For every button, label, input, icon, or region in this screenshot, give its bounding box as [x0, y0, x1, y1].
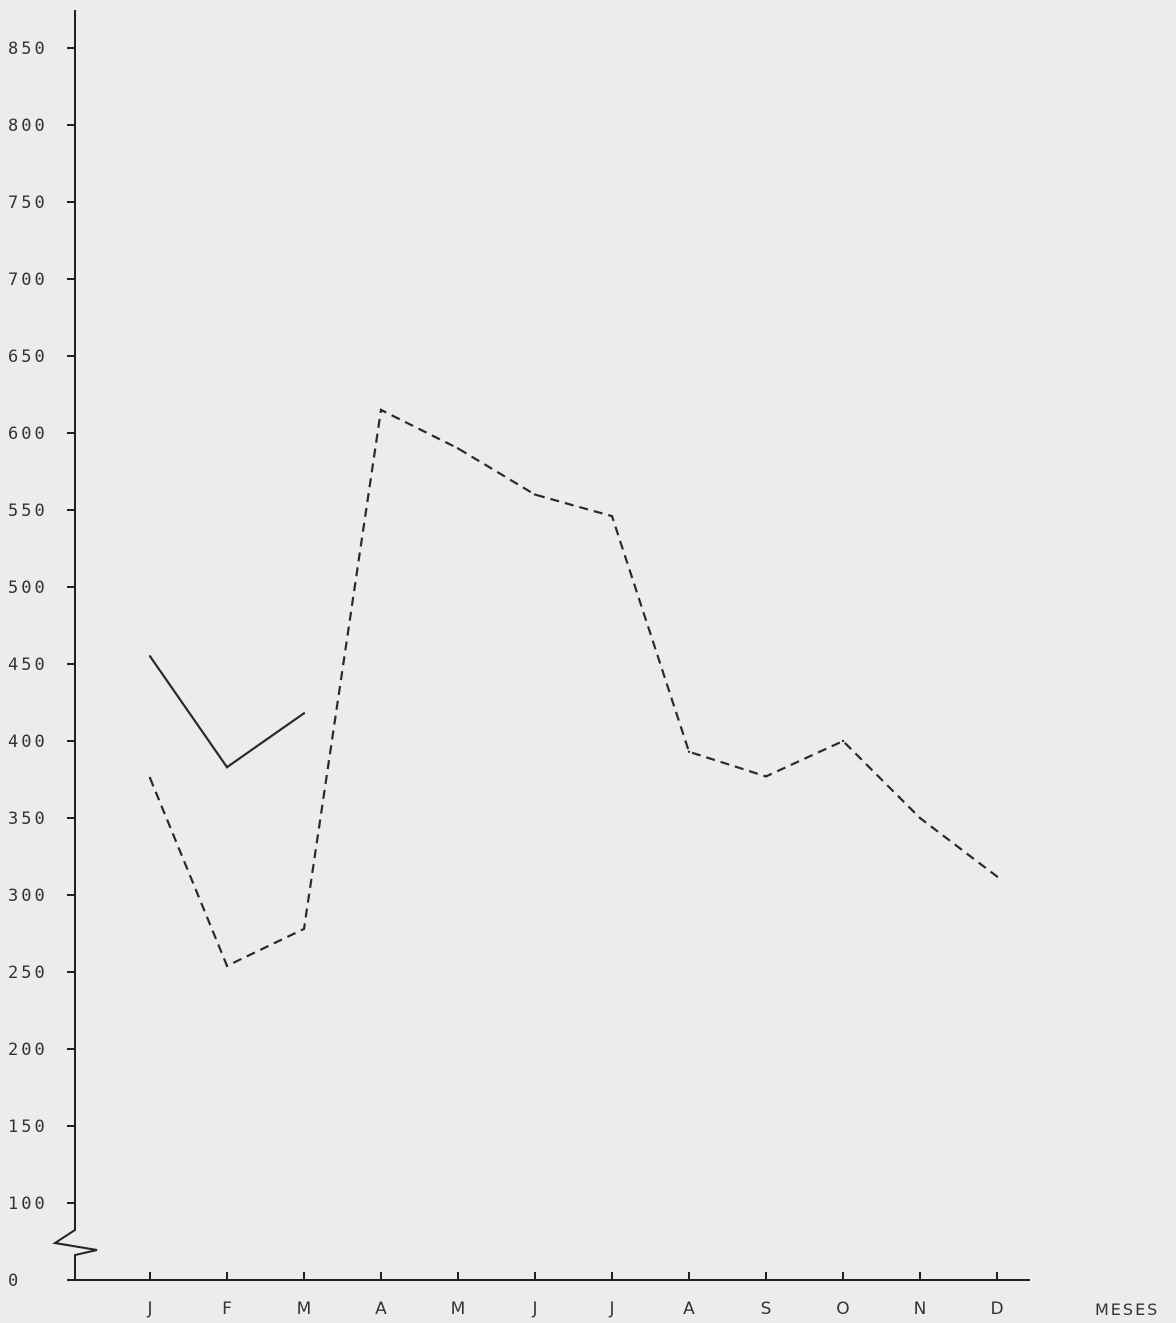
x-tick-label: A: [683, 1299, 695, 1319]
data-point: [302, 927, 306, 931]
y-tick-label: 500: [8, 578, 48, 598]
y-tick-label: 550: [8, 501, 48, 521]
y-tick-label: 350: [8, 809, 48, 829]
y-tick-label: 850: [8, 39, 48, 59]
x-tick-label: M: [297, 1299, 312, 1319]
y-tick-label: 800: [8, 116, 48, 136]
y-tick-label: 650: [8, 347, 48, 367]
x-tick-label: O: [836, 1299, 849, 1319]
y-tick-label: 100: [8, 1194, 48, 1214]
y-tick-label: 250: [8, 963, 48, 983]
y-tick-label: 400: [8, 732, 48, 752]
y-tick-label: 200: [8, 1040, 48, 1060]
x-tick-label: A: [375, 1299, 387, 1319]
data-point: [225, 765, 229, 769]
y-tick-label: 0: [8, 1271, 21, 1291]
x-tick-label: J: [531, 1299, 537, 1319]
data-point: [918, 816, 922, 820]
y-ticks: 0 100 150 200 250 300 350 400 450 500 550 600 650 700…: [8, 39, 75, 1291]
axes: [52, 10, 1030, 1281]
data-point: [995, 875, 999, 878]
data-point: [379, 408, 383, 412]
x-tick-label: M: [451, 1299, 466, 1319]
y-tick-label: 150: [8, 1117, 48, 1137]
data-point: [841, 739, 845, 743]
data-point: [148, 776, 152, 780]
y-tick-label: 700: [8, 270, 48, 290]
series-line-dashed: [148, 408, 998, 968]
y-tick-label: 750: [8, 193, 48, 213]
x-tick-label: F: [222, 1299, 232, 1319]
y-axis: [52, 10, 98, 1280]
x-tick-label: J: [146, 1299, 152, 1319]
x-tick-label: J: [608, 1299, 614, 1319]
x-tick-label: N: [914, 1299, 927, 1319]
data-point: [225, 964, 229, 968]
data-point: [302, 712, 306, 715]
y-tick-label: 450: [8, 655, 48, 675]
x-axis-title: MESES: [1095, 1300, 1159, 1319]
x-tick-label: S: [761, 1299, 772, 1319]
y-tick-label: 300: [8, 886, 48, 906]
data-point: [764, 775, 768, 778]
data-point: [687, 750, 691, 753]
series-group: [148, 408, 999, 968]
data-point: [456, 447, 460, 450]
data-point: [610, 514, 614, 518]
data-point: [148, 655, 152, 658]
series-line-solid: [149, 655, 305, 769]
y-tick-label: 600: [8, 424, 48, 444]
x-tick-label: D: [990, 1299, 1003, 1319]
data-point: [533, 493, 537, 496]
